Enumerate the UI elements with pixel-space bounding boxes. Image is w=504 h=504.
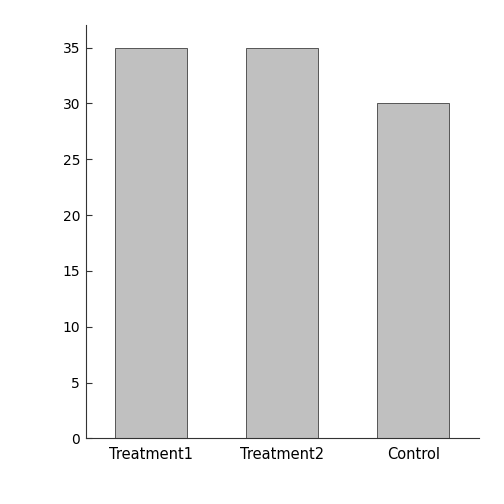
Bar: [246, 47, 319, 438]
Bar: [377, 103, 449, 438]
Bar: [115, 47, 187, 438]
